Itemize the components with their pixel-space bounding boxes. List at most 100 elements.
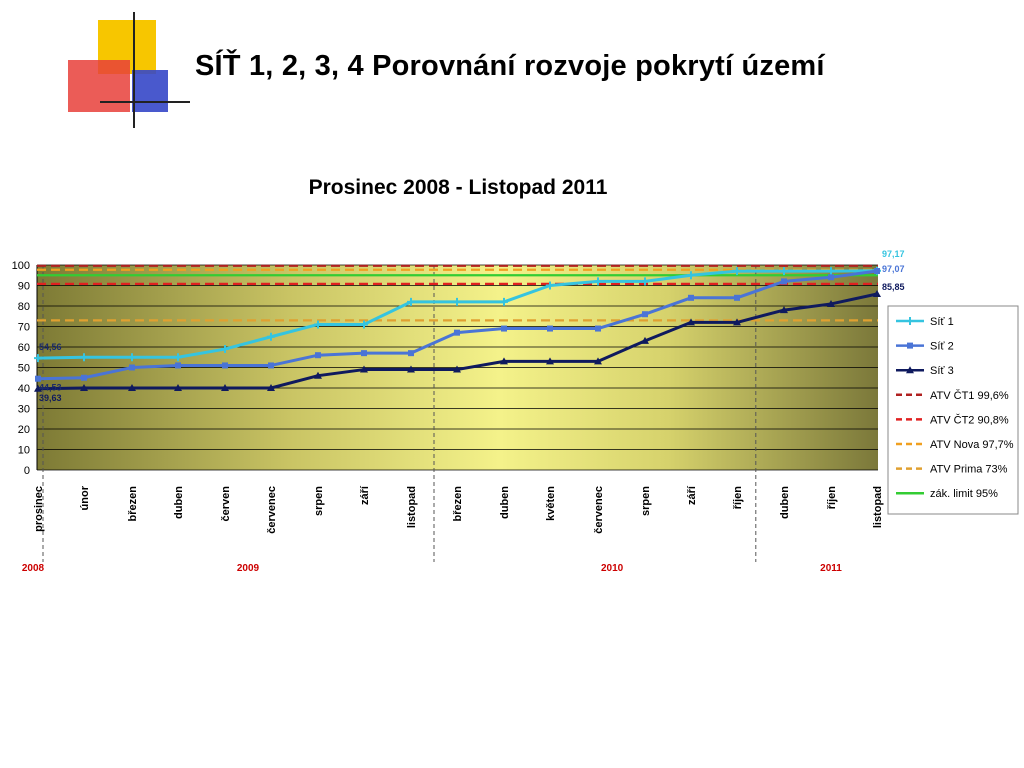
data-point: [35, 375, 41, 382]
y-tick-label: 90: [18, 281, 30, 293]
legend-label: ATV Prima 73%: [930, 464, 1008, 476]
data-point: [546, 357, 554, 365]
data-point: [268, 362, 274, 369]
logo-red-square: [68, 60, 130, 112]
data-point: [81, 374, 87, 381]
data-point: [175, 362, 181, 369]
data-point: [873, 290, 881, 298]
data-point: [734, 294, 740, 301]
data-point: [907, 342, 913, 349]
data-point: [221, 345, 229, 354]
data-point: [594, 277, 602, 286]
x-tick-label: duben: [779, 486, 791, 519]
data-point: [407, 365, 415, 373]
legend-label: ATV Nova 97,7%: [930, 439, 1014, 451]
legend-label: Síť 2: [930, 341, 954, 353]
x-tick-label: říjen: [732, 486, 744, 510]
series-group: [34, 290, 881, 392]
data-point: [641, 277, 649, 286]
data-point: [315, 352, 321, 359]
data-point: [221, 384, 229, 391]
data-point: [174, 384, 182, 391]
y-tick-label: 10: [18, 445, 30, 457]
data-point: [594, 357, 602, 365]
end-value-label: 85,85: [882, 282, 905, 292]
y-tick-label: 60: [18, 342, 30, 354]
slide-title: SÍŤ 1, 2, 3, 4 Porovnání rozvoje pokrytí…: [195, 50, 825, 82]
y-tick-label: 100: [12, 260, 30, 272]
x-tick-label: září: [686, 485, 698, 505]
y-tick-label: 70: [18, 322, 30, 334]
legend-box: [887, 305, 1019, 515]
data-point: [361, 350, 367, 357]
y-tick-label: 30: [18, 404, 30, 416]
y-tick-label: 50: [18, 363, 30, 375]
data-point: [408, 350, 414, 357]
data-point: [360, 320, 368, 329]
series-group: [35, 268, 880, 382]
legend-label: ATV ČT1 99,6%: [930, 389, 1009, 402]
year-label: 2008: [22, 563, 45, 574]
data-point: [500, 357, 508, 365]
data-point: [595, 325, 601, 332]
x-tick-label: listopad: [872, 486, 884, 528]
data-point: [454, 329, 460, 336]
data-point: [407, 297, 415, 306]
year-label: 2011: [820, 563, 842, 574]
data-point: [733, 267, 741, 276]
data-point: [267, 332, 275, 341]
data-point: [174, 353, 182, 362]
y-tick-label: 20: [18, 424, 30, 436]
data-point: [546, 281, 554, 290]
year-label: 2010: [601, 563, 624, 574]
legend: Síť 1 Síť 2 Síť 3 ATV ČT1 99,6% ATV ČT2 90,8…: [887, 305, 1019, 515]
x-tick-label: srpen: [313, 486, 325, 516]
data-point: [500, 297, 508, 306]
data-point: [360, 365, 368, 373]
x-tick-label: listopad: [406, 486, 418, 528]
data-point: [781, 278, 787, 285]
data-point: [641, 336, 649, 344]
data-point: [906, 366, 914, 374]
y-tick-label: 40: [18, 383, 30, 395]
data-point: [733, 318, 741, 326]
data-point: [688, 294, 694, 301]
data-point: [906, 317, 914, 325]
x-tick-label: říjen: [826, 486, 838, 510]
data-point: [547, 325, 553, 332]
series-group: [34, 266, 881, 363]
data-point: [128, 353, 136, 362]
data-point: [874, 268, 880, 275]
end-value-label: 97,07: [882, 264, 905, 274]
data-point: [267, 384, 275, 391]
logo-graphic: [68, 12, 190, 128]
data-point: [222, 362, 228, 369]
legend-label: Síť 1: [930, 316, 954, 328]
data-point: [314, 320, 322, 329]
legend-label: ATV ČT2 90,8%: [930, 413, 1009, 426]
data-point: [80, 353, 88, 362]
start-value-label: 54,56: [39, 342, 62, 352]
year-label: 2009: [237, 563, 260, 574]
data-point: [827, 299, 835, 307]
data-point: [642, 311, 648, 318]
data-point: [687, 318, 695, 326]
data-point: [780, 267, 788, 276]
chart-subtitle: Prosinec 2008 - Listopad 2011: [308, 176, 608, 199]
data-point: [828, 274, 834, 281]
x-tick-label: březen: [127, 486, 139, 522]
x-tick-label: srpen: [640, 486, 652, 516]
x-tick-label: červen: [220, 486, 232, 522]
end-value-label: 97,17: [882, 249, 905, 259]
x-tick-label: prosinec: [33, 486, 45, 532]
data-point: [687, 271, 695, 280]
x-tick-label: září: [359, 485, 371, 505]
data-point: [128, 384, 136, 391]
y-tick-label: 0: [24, 465, 30, 477]
data-point: [34, 384, 42, 392]
x-tick-label: květen: [545, 486, 557, 521]
data-point: [501, 325, 507, 332]
x-tick-label: červenec: [266, 486, 278, 534]
x-tick-label: březen: [452, 486, 464, 522]
